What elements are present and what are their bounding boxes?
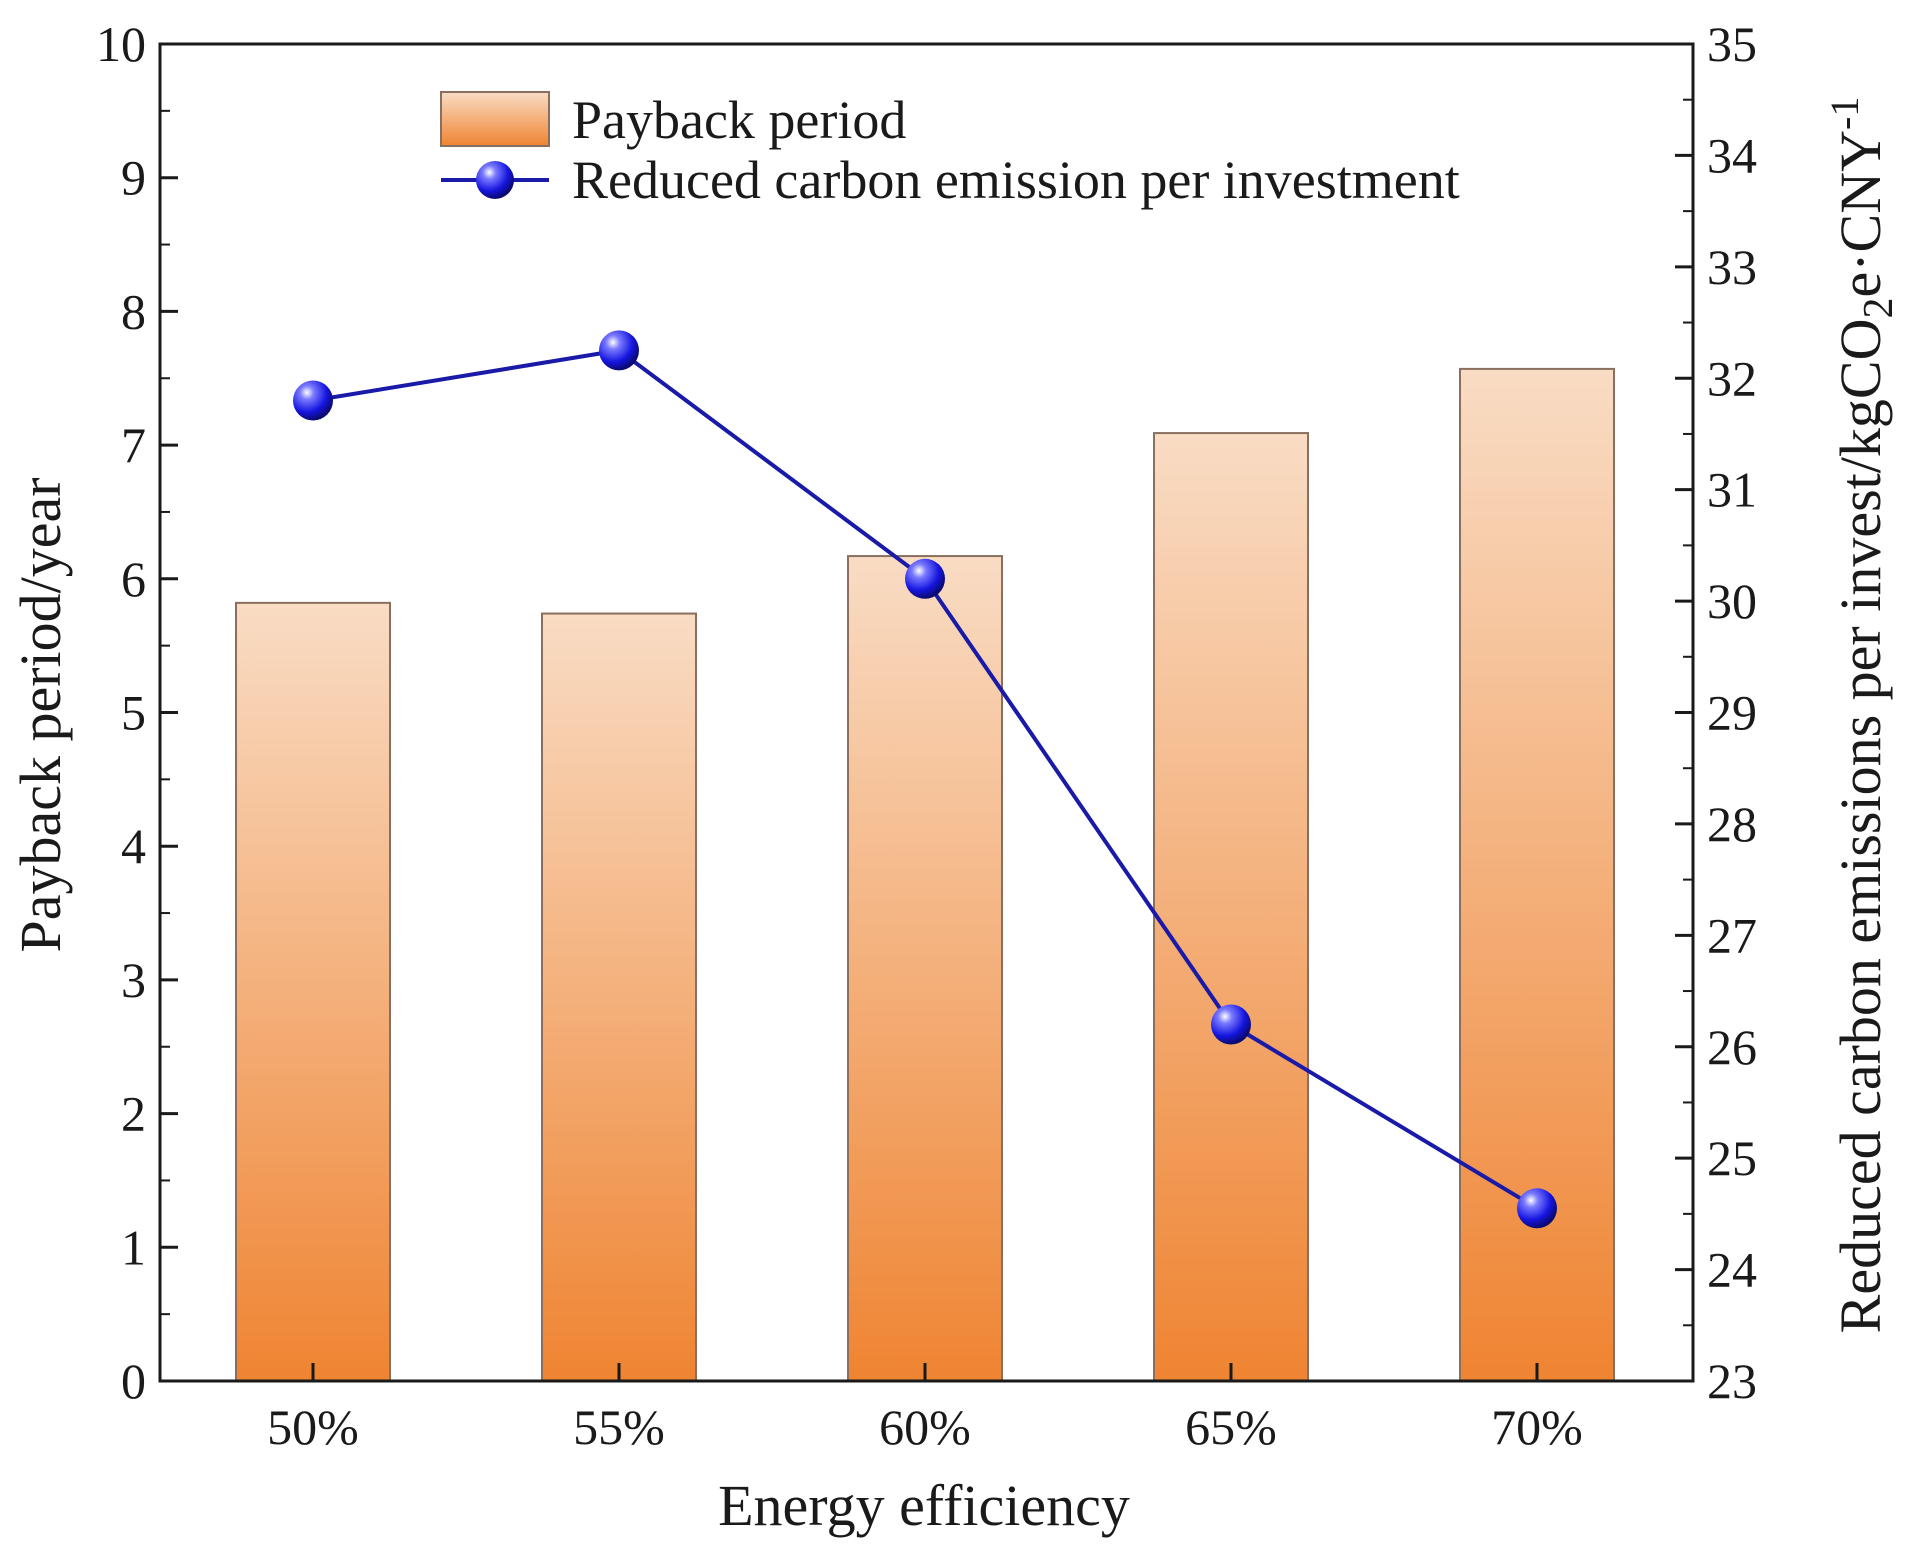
left-tick-label: 1 xyxy=(121,1219,146,1275)
x-tick-label: 70% xyxy=(1491,1399,1583,1455)
right-tick-label: 29 xyxy=(1707,685,1757,741)
bar-50pct xyxy=(235,601,391,1382)
right-tick-label: 28 xyxy=(1707,796,1757,852)
right-tick-label: 32 xyxy=(1707,350,1757,406)
left-tick-label: 10 xyxy=(96,16,146,72)
left-tick-label: 3 xyxy=(121,952,146,1008)
left-axis-ticks: 0 1 2 3 4 5 6 7 8 9 10 xyxy=(96,16,178,1409)
right-tick-label: 33 xyxy=(1707,239,1757,295)
right-tick-label: 24 xyxy=(1707,1242,1757,1298)
right-tick-label: 30 xyxy=(1707,573,1757,629)
x-tick-label: 55% xyxy=(573,1399,665,1455)
left-y-axis-title: Payback period/year xyxy=(8,477,73,952)
legend-bar-swatch xyxy=(440,91,550,147)
bar-55pct xyxy=(541,612,697,1382)
bar-65pct xyxy=(1153,432,1309,1382)
bar-70pct xyxy=(1459,367,1615,1382)
right-y-axis-title: Reduced carbon emissions per invest/kgCO… xyxy=(1822,97,1902,1334)
bar-60pct xyxy=(847,555,1003,1382)
right-tick-label: 26 xyxy=(1707,1019,1757,1075)
right-tick-label: 25 xyxy=(1707,1130,1757,1186)
right-tick-label: 23 xyxy=(1707,1353,1757,1409)
left-tick-label: 9 xyxy=(121,150,146,206)
carbon-point-65pct xyxy=(1211,1004,1251,1045)
right-tick-label: 27 xyxy=(1707,907,1757,963)
carbon-point-50pct xyxy=(293,380,333,421)
legend-label-carbon: Reduced carbon emission per investment xyxy=(572,150,1460,210)
left-tick-label: 5 xyxy=(121,685,146,741)
line-series xyxy=(293,330,1557,1229)
carbon-point-60pct xyxy=(905,558,945,599)
x-tick-label: 50% xyxy=(267,1399,359,1455)
left-tick-label: 0 xyxy=(121,1353,146,1409)
right-tick-label: 34 xyxy=(1707,127,1757,183)
left-tick-label: 7 xyxy=(121,417,146,473)
x-axis-title: Energy efficiency xyxy=(718,1473,1130,1538)
right-tick-label: 31 xyxy=(1707,462,1757,518)
left-tick-label: 6 xyxy=(121,551,146,607)
legend-marker-swatch xyxy=(476,161,514,199)
legend: Payback period Reduced carbon emission p… xyxy=(440,90,1460,210)
x-tick-label: 60% xyxy=(879,1399,971,1455)
carbon-point-55pct xyxy=(599,330,639,371)
bar-series xyxy=(235,367,1615,1382)
left-tick-label: 4 xyxy=(121,818,146,874)
left-tick-label: 8 xyxy=(121,283,146,339)
carbon-point-70pct xyxy=(1517,1188,1557,1229)
x-axis-ticks: 50% 55% 60% 65% 70% xyxy=(267,1363,1583,1455)
legend-label-payback: Payback period xyxy=(572,90,906,150)
x-tick-label: 65% xyxy=(1185,1399,1277,1455)
right-axis-ticks: 23 24 25 26 27 28 29 30 31 32 33 34 35 xyxy=(1675,16,1757,1409)
right-tick-label: 35 xyxy=(1707,16,1757,72)
left-tick-label: 2 xyxy=(121,1086,146,1142)
